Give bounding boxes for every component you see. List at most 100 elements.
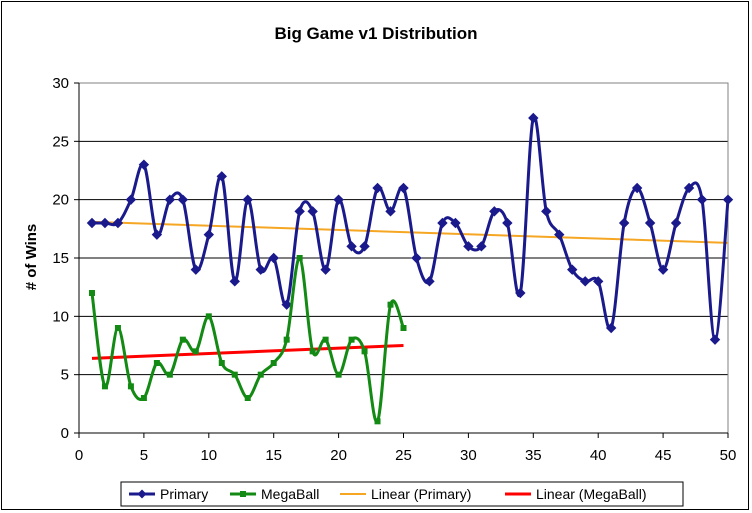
y-tick-label-0: 0 — [61, 425, 69, 442]
point-megaball-15 — [270, 360, 277, 366]
point-primary-21 — [346, 241, 357, 252]
series-megaball — [88, 255, 407, 425]
point-primary-19 — [320, 264, 331, 275]
x-tick-label-20: 20 — [330, 447, 347, 464]
point-primary-33 — [502, 217, 513, 229]
point-primary-32 — [489, 206, 500, 217]
point-primary-16 — [281, 299, 292, 310]
point-primary-23 — [372, 182, 383, 194]
point-primary-34 — [515, 287, 526, 299]
point-primary-7 — [164, 194, 176, 205]
point-primary-39 — [580, 276, 591, 287]
plot-area: 0 5 10 15 20 25 30 0 5 10 15 20 25 30 35 40 45 50 — [52, 75, 736, 464]
point-megaball-23 — [374, 418, 381, 425]
point-megaball-22 — [361, 348, 368, 355]
legend-marker-megaball — [240, 491, 246, 497]
point-primary-42 — [618, 217, 630, 229]
point-megaball-20 — [335, 371, 342, 378]
point-megaball-10 — [205, 313, 212, 320]
point-primary-11 — [216, 171, 227, 182]
point-megaball-8 — [179, 336, 186, 343]
x-tick-label-45: 45 — [655, 447, 672, 464]
point-primary-50 — [722, 194, 734, 205]
series-primary — [86, 112, 734, 345]
point-megaball-3 — [114, 325, 121, 331]
point-primary-46 — [670, 217, 682, 229]
point-primary-28 — [437, 217, 448, 229]
point-primary-45 — [657, 264, 669, 275]
x-tick-label-35: 35 — [525, 447, 542, 464]
point-primary-15 — [268, 252, 279, 264]
point-primary-35 — [528, 112, 539, 124]
point-primary-41 — [605, 322, 617, 334]
point-primary-22 — [359, 241, 370, 252]
point-megaball-17 — [296, 255, 303, 261]
point-megaball-7 — [166, 371, 173, 378]
point-megaball-5 — [140, 395, 147, 401]
legend-marker-primary — [137, 489, 147, 499]
legend-box — [120, 481, 684, 507]
point-primary-20 — [333, 194, 344, 205]
legend-label-megaball: MegaBall — [261, 486, 319, 502]
point-megaball-11 — [218, 360, 225, 366]
point-primary-24 — [385, 206, 396, 217]
x-tick-label-0: 0 — [75, 447, 83, 464]
y-tick-label-25: 25 — [52, 133, 69, 150]
point-primary-49 — [709, 334, 721, 345]
point-primary-36 — [541, 206, 552, 217]
point-megaball-2 — [101, 383, 108, 390]
point-primary-14 — [255, 264, 266, 275]
point-primary-5 — [138, 159, 150, 170]
point-primary-43 — [631, 182, 643, 194]
point-megaball-4 — [127, 383, 134, 390]
point-megaball-24 — [387, 301, 394, 308]
point-primary-3 — [112, 217, 124, 229]
point-primary-4 — [125, 194, 137, 205]
y-axis-label: # of Wins — [23, 224, 40, 291]
point-megaball-9 — [192, 348, 199, 355]
point-primary-31 — [476, 241, 487, 252]
y-tick-label-5: 5 — [61, 367, 69, 384]
point-primary-48 — [696, 194, 708, 205]
point-primary-10 — [203, 229, 215, 240]
legend-label-primary: Primary — [160, 486, 208, 502]
point-primary-12 — [229, 276, 240, 287]
series-linear-megaball — [91, 344, 404, 360]
legend: Primary MegaBall Linear (Primary) Linear (M… — [120, 481, 684, 507]
point-primary-13 — [242, 194, 253, 205]
x-tick-label-25: 25 — [395, 447, 412, 464]
point-megaball-25 — [400, 325, 407, 331]
point-primary-30 — [463, 241, 474, 252]
point-primary-40 — [592, 276, 604, 287]
point-megaball-19 — [322, 336, 329, 343]
point-primary-18 — [307, 206, 318, 217]
point-primary-47 — [683, 182, 695, 194]
point-primary-38 — [567, 264, 578, 275]
point-primary-37 — [554, 229, 565, 240]
legend-entry-linear-megaball: Linear (MegaBall) — [505, 486, 647, 502]
point-megaball-12 — [231, 371, 238, 378]
trendline-linear-megaball — [91, 344, 404, 360]
x-tick-label-15: 15 — [265, 447, 282, 464]
point-primary-29 — [450, 217, 461, 229]
point-primary-27 — [424, 276, 435, 287]
x-tick-label-5: 5 — [140, 447, 148, 464]
point-megaball-6 — [153, 360, 160, 366]
legend-label-linear-megaball: Linear (MegaBall) — [536, 486, 647, 502]
x-tick-label-50: 50 — [720, 447, 737, 464]
y-tick-label-30: 30 — [52, 75, 69, 92]
point-primary-1 — [86, 217, 98, 229]
point-megaball-13 — [244, 395, 251, 401]
point-primary-25 — [398, 182, 409, 194]
legend-entry-megaball: MegaBall — [230, 486, 319, 502]
point-primary-17 — [294, 206, 305, 217]
legend-label-linear-primary: Linear (Primary) — [371, 486, 471, 502]
point-primary-44 — [644, 217, 656, 229]
point-primary-6 — [151, 229, 163, 240]
x-tick-label-10: 10 — [200, 447, 217, 464]
y-tick-label-15: 15 — [52, 250, 69, 267]
series-line-primary — [91, 115, 730, 342]
y-tick-label-10: 10 — [52, 308, 69, 325]
